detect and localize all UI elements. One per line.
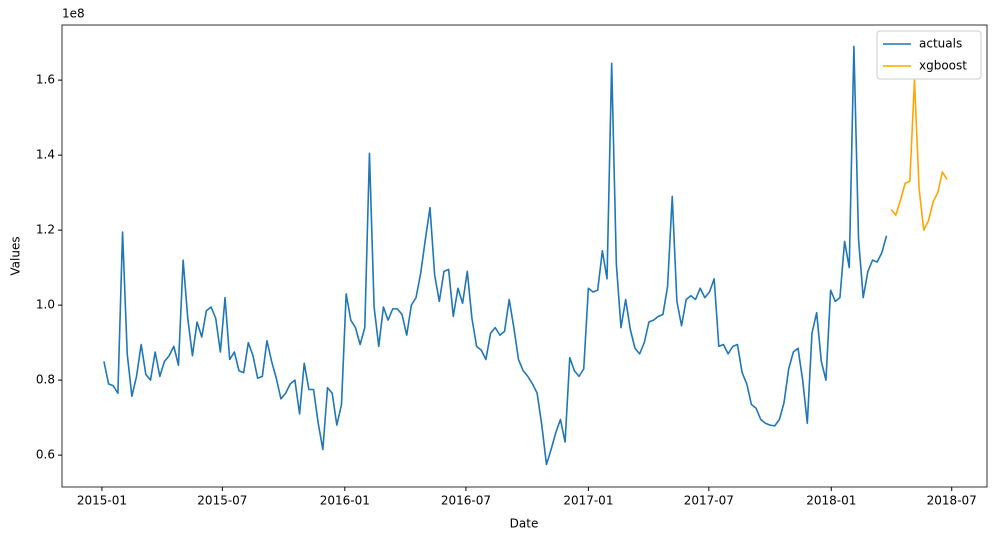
x-axis-label: Date	[510, 517, 539, 531]
x-tick-label: 2015-01	[77, 494, 127, 508]
legend-label: actuals	[919, 37, 962, 51]
y-offset-label: 1e8	[62, 7, 85, 21]
series-line	[890, 79, 948, 231]
y-tick-label: 0.6	[36, 448, 55, 462]
series-line	[103, 45, 888, 466]
x-tick-label: 2015-07	[197, 494, 247, 508]
x-tick-label: 2017-01	[563, 494, 613, 508]
y-tick-label: 1.2	[36, 223, 55, 237]
y-tick-label: 1.0	[36, 298, 55, 312]
legend-box	[876, 30, 982, 80]
legend-label: xgboost	[919, 59, 967, 73]
y-tick-label: 1.6	[36, 73, 55, 87]
x-tick-label: 2016-07	[441, 494, 491, 508]
y-tick-label: 0.8	[36, 373, 55, 387]
axes-frame	[61, 24, 988, 488]
x-tick-label: 2018-01	[806, 494, 856, 508]
legend: actuals xgboost	[876, 30, 982, 80]
y-tick-label: 1.4	[36, 148, 55, 162]
x-tick-label: 2016-01	[320, 494, 370, 508]
x-tick-label: 2018-07	[927, 494, 977, 508]
y-axis-label: Values	[9, 236, 23, 275]
x-tick-label: 2017-07	[684, 494, 734, 508]
